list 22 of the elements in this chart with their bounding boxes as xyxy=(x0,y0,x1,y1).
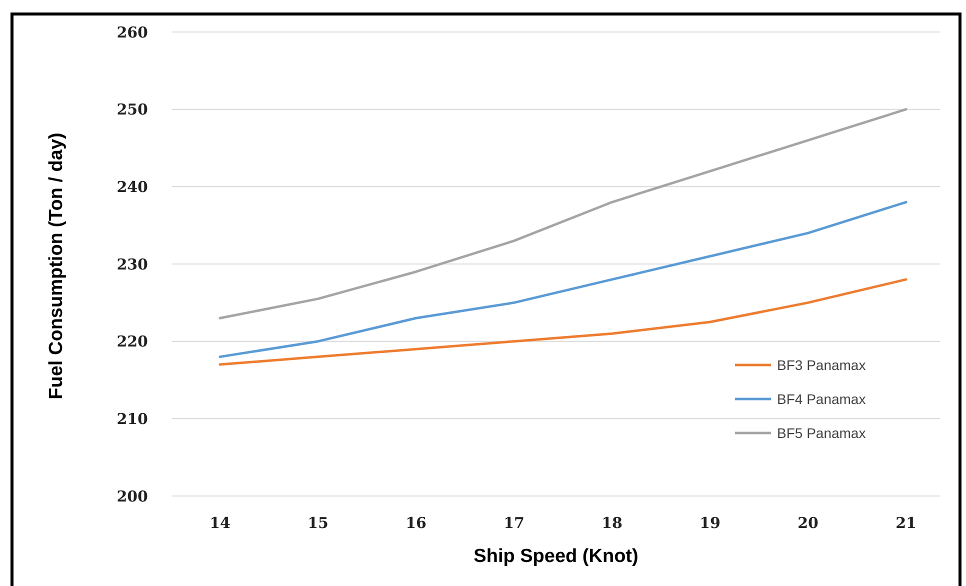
x-axis-title: Ship Speed (Knot) xyxy=(474,546,638,567)
y-tick-label: 230 xyxy=(116,255,148,274)
y-tick-label: 240 xyxy=(116,178,148,196)
x-tick-label: 14 xyxy=(210,514,230,532)
legend-label: BF5 Panamax xyxy=(777,424,866,441)
y-tick-label: 200 xyxy=(116,487,148,506)
y-tick-label: 260 xyxy=(116,23,148,42)
x-tick-label: 15 xyxy=(308,514,328,532)
line-series xyxy=(218,200,908,358)
x-tick-label: 17 xyxy=(504,514,524,532)
x-tick-label: 16 xyxy=(406,514,426,532)
legend-label: BF4 Panamax xyxy=(777,390,866,407)
x-tick-label: 19 xyxy=(700,514,720,532)
x-tick-label: 21 xyxy=(896,514,916,532)
y-axis-title: Fuel Consumption (Ton / day) xyxy=(46,132,67,400)
y-tick-label: 220 xyxy=(116,332,148,351)
y-tick-label: 250 xyxy=(116,100,148,119)
x-tick-label: 20 xyxy=(798,514,818,532)
x-tick-label: 18 xyxy=(602,514,622,532)
y-tick-label: 210 xyxy=(116,410,148,428)
legend-label: BF3 Panamax xyxy=(777,356,866,373)
line-series xyxy=(218,108,908,320)
